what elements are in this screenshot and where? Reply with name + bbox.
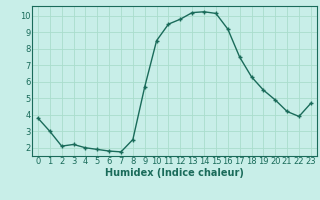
X-axis label: Humidex (Indice chaleur): Humidex (Indice chaleur)	[105, 168, 244, 178]
